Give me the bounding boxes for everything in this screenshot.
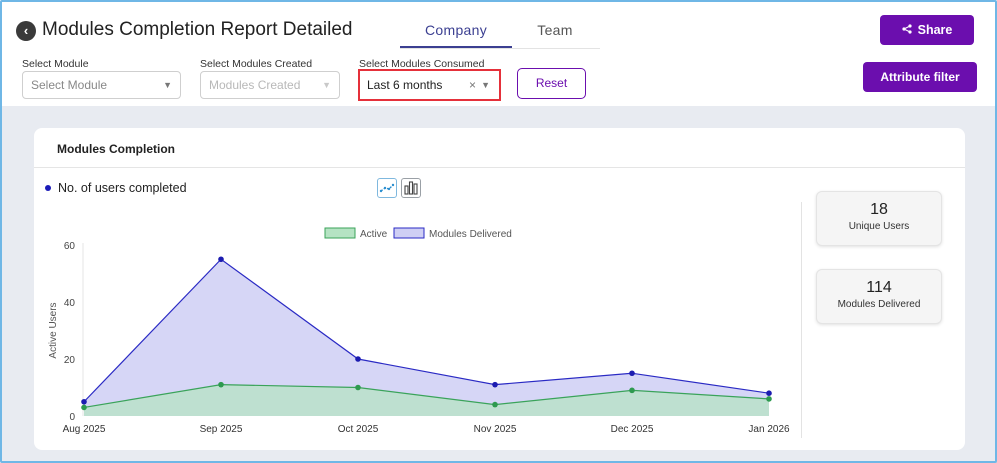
tab-company[interactable]: Company	[424, 22, 488, 38]
data-point	[81, 398, 87, 405]
modules-delivered-label: Modules Delivered	[837, 299, 921, 310]
data-point	[218, 381, 224, 388]
area-chart: 0 20 40 60 Active Users Aug 2025 Sep 2025 Oct 2…	[48, 227, 790, 435]
share-icon	[902, 23, 912, 37]
x-tick-label: Jan 2026	[748, 424, 790, 435]
legend-swatch	[393, 227, 425, 239]
attribute-filter-button[interactable]: Attribute filter	[863, 62, 977, 92]
data-point	[355, 384, 361, 391]
y-axis-label: Active Users	[48, 302, 59, 358]
line-chart-icon[interactable]	[377, 178, 397, 198]
reset-button[interactable]: Reset	[517, 68, 586, 99]
data-point	[766, 390, 772, 396]
legend-label: Active	[360, 229, 388, 240]
bar-chart-icon[interactable]	[401, 178, 421, 198]
series-line-1	[83, 258, 770, 403]
data-point	[492, 401, 498, 408]
tab-team[interactable]: Team	[537, 22, 573, 38]
chevron-down-icon: ▼	[481, 80, 490, 90]
y-tick-label: 60	[64, 241, 76, 252]
data-point	[218, 256, 224, 263]
tab-company-underline	[400, 46, 512, 48]
select-module-label: Select Module	[22, 58, 89, 70]
x-tick-label: Nov 2025	[474, 424, 517, 435]
select-modules-consumed-label: Select Modules Consumed	[359, 58, 485, 70]
modules-created-dropdown[interactable]: Modules Created ▼	[200, 71, 340, 99]
chevron-down-icon: ▼	[163, 80, 172, 90]
unique-users-stat: 18 Unique Users	[816, 191, 942, 246]
metric-label: No. of users completed	[58, 181, 187, 195]
x-tick-label: Dec 2025	[611, 424, 654, 435]
select-module-placeholder: Select Module	[31, 78, 108, 92]
highlight-annotation	[358, 69, 501, 101]
series-line-0	[83, 384, 770, 409]
clear-icon[interactable]: ×	[468, 78, 476, 92]
x-tick-label: Sep 2025	[200, 424, 243, 435]
unique-users-label: Unique Users	[848, 221, 910, 232]
share-button[interactable]: Share	[880, 15, 974, 45]
data-point	[629, 370, 635, 377]
x-tick-label: Aug 2025	[63, 424, 106, 435]
data-point	[766, 396, 772, 402]
y-tick-label: 0	[69, 412, 75, 423]
legend-swatch	[324, 227, 356, 239]
data-point	[81, 404, 87, 411]
stats-divider	[801, 202, 802, 438]
y-tick-label: 20	[64, 355, 76, 366]
page-title: Modules Completion Report Detailed	[42, 19, 353, 40]
modules-consumed-value: Last 6 months	[367, 78, 443, 92]
chevron-down-icon: ▼	[322, 80, 331, 90]
modules-delivered-value: 114	[866, 279, 892, 296]
back-arrow-icon[interactable]: ‹	[16, 21, 36, 41]
tabs-divider	[400, 48, 600, 49]
data-point	[629, 387, 635, 394]
data-point	[492, 381, 498, 388]
unique-users-value: 18	[870, 201, 888, 218]
share-label: Share	[917, 23, 953, 37]
legend-label: Modules Delivered	[429, 229, 512, 240]
card-title: Modules Completion	[57, 142, 175, 156]
y-tick-label: 40	[64, 298, 76, 309]
card-divider	[34, 167, 965, 168]
modules-consumed-dropdown[interactable]: Last 6 months × ▼	[361, 72, 498, 98]
metric-bullet	[45, 185, 51, 191]
modules-delivered-stat: 114 Modules Delivered	[816, 269, 942, 324]
x-tick-label: Oct 2025	[338, 424, 379, 435]
select-modules-created-label: Select Modules Created	[200, 58, 313, 70]
select-module-dropdown[interactable]: Select Module ▼	[22, 71, 181, 99]
data-point	[355, 356, 361, 362]
modules-created-placeholder: Modules Created	[209, 78, 301, 92]
series-area-1	[84, 259, 769, 416]
series-area-0	[84, 384, 769, 416]
